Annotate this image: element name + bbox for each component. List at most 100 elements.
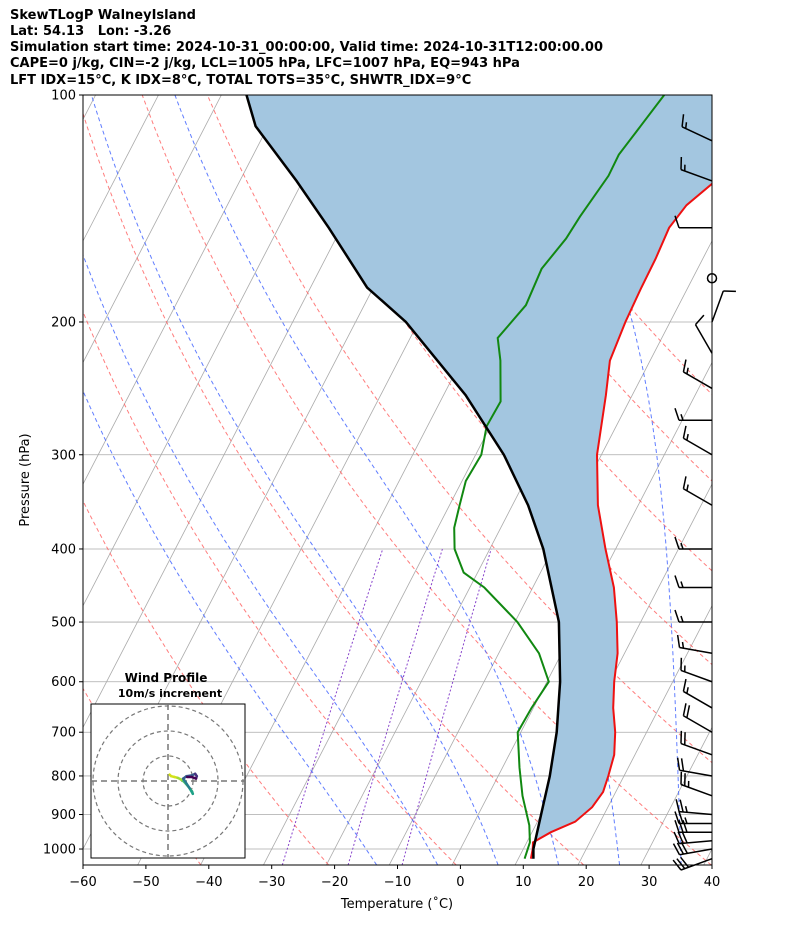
y-tick-label: 800 bbox=[51, 769, 76, 784]
barb-half-flag bbox=[686, 367, 689, 375]
x-tick-label: −30 bbox=[258, 875, 285, 890]
barb-flag bbox=[677, 831, 684, 844]
isotherm-line bbox=[767, 95, 794, 865]
barb-staff bbox=[711, 290, 724, 323]
barb-flag bbox=[681, 114, 685, 127]
barb-half-flag bbox=[684, 817, 688, 824]
y-tick-label: 100 bbox=[51, 89, 76, 104]
barb-flag bbox=[674, 408, 680, 421]
barb-flag bbox=[682, 703, 687, 716]
barb-flag bbox=[682, 476, 687, 489]
x-tick-label: 10 bbox=[515, 875, 532, 890]
hodograph-subtitle: 10m/s increment bbox=[118, 687, 222, 700]
dry-adiabat-line bbox=[83, 499, 329, 865]
y-axis: 100 200 300 400 500 600 700 800 900 1000 bbox=[43, 89, 83, 858]
wind-barb bbox=[682, 476, 713, 506]
wind-barb bbox=[674, 215, 712, 229]
barb-flag bbox=[676, 634, 681, 648]
barb-half-flag bbox=[680, 542, 684, 550]
barb-flag bbox=[680, 841, 689, 854]
barb-half-flag bbox=[680, 615, 684, 623]
barb-flag bbox=[676, 757, 681, 771]
chart-title-indices-2: LFT IDX=15°C, K IDX=8°C, TOTAL TOTS=35°C… bbox=[10, 73, 472, 88]
barb-half-flag bbox=[680, 414, 684, 421]
barb-staff bbox=[679, 769, 713, 777]
barb-flag bbox=[682, 678, 687, 692]
y-tick-label: 1000 bbox=[43, 843, 76, 858]
isotherm-line bbox=[577, 604, 712, 865]
y-tick-label: 500 bbox=[51, 616, 76, 631]
chart-title-location: Lat: 54.13 Lon: -3.26 bbox=[10, 24, 172, 39]
barb-flag bbox=[694, 314, 705, 326]
moist-adiabat-line bbox=[83, 389, 378, 865]
barb-half-flag bbox=[686, 433, 689, 441]
barb-flag bbox=[682, 359, 687, 373]
wind-barb bbox=[680, 730, 713, 756]
wind-barb bbox=[680, 771, 713, 797]
wind-barb bbox=[676, 757, 713, 777]
wind-barb bbox=[682, 703, 713, 733]
barb-flag bbox=[674, 536, 680, 550]
wind-barb bbox=[674, 575, 712, 589]
cape-shade-area bbox=[246, 95, 712, 859]
x-tick-label: 40 bbox=[704, 875, 721, 890]
y-tick-label: 700 bbox=[51, 726, 76, 741]
barb-staff bbox=[679, 810, 713, 816]
chart-title-times: Simulation start time: 2024-10-31_00:00:… bbox=[10, 40, 603, 55]
wind-barb bbox=[711, 290, 736, 323]
barb-staff bbox=[680, 857, 713, 871]
x-axis: −60 −50 −40 −30 −20 −10 0 10 20 30 40 bbox=[69, 865, 720, 890]
x-tick-label: −50 bbox=[132, 875, 159, 890]
temperature-line bbox=[529, 182, 712, 859]
barb-staff bbox=[681, 126, 713, 142]
x-axis-label: Temperature (˚C) bbox=[340, 896, 453, 912]
profiles bbox=[245, 95, 712, 860]
barb-flag bbox=[674, 811, 680, 824]
barb-flag bbox=[681, 831, 688, 844]
chart-title-station: SkewTLogP WalneyIsland bbox=[10, 8, 196, 23]
dewpoint-line bbox=[453, 95, 665, 860]
isotherm-line bbox=[640, 726, 712, 865]
isotherm-line bbox=[83, 95, 96, 121]
barb-flag bbox=[678, 819, 684, 833]
barb-staff bbox=[680, 669, 713, 683]
dry-adiabat-line bbox=[402, 95, 712, 482]
barb-flag bbox=[686, 705, 691, 718]
barb-staff bbox=[683, 437, 713, 456]
barb-staff bbox=[683, 690, 713, 709]
parcel-line bbox=[245, 95, 562, 859]
dry-adiabat-line bbox=[272, 95, 712, 666]
x-tick-label: 30 bbox=[641, 875, 658, 890]
barb-flag bbox=[674, 819, 680, 833]
wind-barb bbox=[682, 425, 713, 456]
barb-flag bbox=[674, 215, 680, 229]
barb-staff bbox=[694, 324, 713, 354]
y-tick-label: 900 bbox=[51, 808, 76, 823]
wind-barb bbox=[682, 678, 713, 709]
y-axis-label: Pressure (hPa) bbox=[18, 433, 33, 526]
mixing-ratio-line bbox=[401, 548, 492, 865]
barb-half-flag bbox=[686, 484, 689, 491]
isotherm-line bbox=[83, 95, 159, 242]
barb-flag bbox=[676, 842, 685, 855]
barb-half-flag bbox=[684, 122, 688, 129]
isotherm-line bbox=[83, 95, 348, 607]
barb-staff bbox=[679, 839, 713, 845]
barb-flag bbox=[673, 831, 680, 844]
hodograph-ring bbox=[117, 730, 219, 832]
dry-adiabat-line bbox=[83, 310, 457, 865]
wind-barb bbox=[674, 819, 712, 833]
barb-flag bbox=[682, 425, 687, 439]
x-tick-label: 0 bbox=[456, 875, 464, 890]
hodograph-inset: Wind Profile 10m/s increment bbox=[90, 671, 246, 859]
wind-barb bbox=[672, 841, 713, 856]
barb-flag bbox=[674, 609, 680, 623]
wind-barb bbox=[674, 811, 712, 825]
wind-barb bbox=[681, 114, 713, 142]
dry-adiabat-line bbox=[141, 95, 712, 865]
barb-staff bbox=[680, 742, 713, 756]
hodograph-title: Wind Profile bbox=[125, 671, 208, 685]
y-tick-label: 200 bbox=[51, 315, 76, 330]
barb-flag bbox=[682, 819, 688, 833]
isotherm-line bbox=[703, 848, 712, 865]
